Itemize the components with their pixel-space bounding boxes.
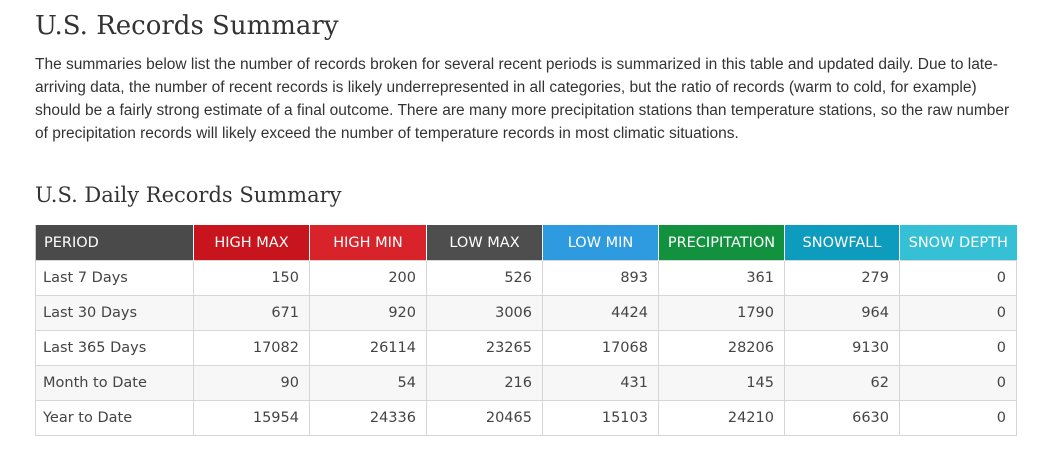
snowfall-cell: 62 xyxy=(784,365,900,401)
low-min-cell: 17068 xyxy=(542,330,659,366)
table-row: Year to Date 15954 24336 20465 15103 24210 663… xyxy=(35,400,1017,436)
table-row: Last 365 Days 17082 26114 23265 17068 28206 91… xyxy=(35,330,1017,366)
period-cell: Last 365 Days xyxy=(35,330,194,366)
low-max-cell: 3006 xyxy=(426,295,543,331)
column-header-high-min: HIGH MIN xyxy=(309,225,427,261)
precipitation-cell: 1790 xyxy=(658,295,785,331)
snow-depth-cell: 0 xyxy=(899,330,1017,366)
column-header-low-max: LOW MAX xyxy=(426,225,543,261)
low-min-cell: 431 xyxy=(542,365,659,401)
table-row: Last 7 Days 150 200 526 893 361 279 0 xyxy=(35,260,1017,296)
table-body: Last 7 Days 150 200 526 893 361 279 0 Last 30 Da… xyxy=(35,260,1017,436)
column-header-snow-depth: SNOW DEPTH xyxy=(899,225,1017,261)
snow-depth-cell: 0 xyxy=(899,260,1017,296)
daily-records-title: U.S. Daily Records Summary xyxy=(35,183,342,207)
snow-depth-cell: 0 xyxy=(899,400,1017,436)
precipitation-cell: 361 xyxy=(658,260,785,296)
period-cell: Last 7 Days xyxy=(35,260,194,296)
snowfall-cell: 6630 xyxy=(784,400,900,436)
table-row: Month to Date 90 54 216 431 145 62 0 xyxy=(35,365,1017,401)
high-max-cell: 150 xyxy=(193,260,310,296)
period-cell: Last 30 Days xyxy=(35,295,194,331)
period-cell: Year to Date xyxy=(35,400,194,436)
column-header-low-min: LOW MIN xyxy=(542,225,659,261)
high-min-cell: 54 xyxy=(309,365,427,401)
high-min-cell: 920 xyxy=(309,295,427,331)
low-max-cell: 20465 xyxy=(426,400,543,436)
low-max-cell: 23265 xyxy=(426,330,543,366)
column-header-period: PERIOD xyxy=(35,225,194,261)
daily-records-table: PERIOD HIGH MAX HIGH MIN LOW MAX LOW MIN PREC… xyxy=(35,225,1017,436)
precipitation-cell: 28206 xyxy=(658,330,785,366)
low-min-cell: 4424 xyxy=(542,295,659,331)
table-header-row: PERIOD HIGH MAX HIGH MIN LOW MAX LOW MIN PREC… xyxy=(35,225,1017,261)
low-max-cell: 526 xyxy=(426,260,543,296)
table-row: Last 30 Days 671 920 3006 4424 1790 964 0 xyxy=(35,295,1017,331)
high-min-cell: 26114 xyxy=(309,330,427,366)
high-max-cell: 671 xyxy=(193,295,310,331)
precipitation-cell: 145 xyxy=(658,365,785,401)
column-header-high-max: HIGH MAX xyxy=(193,225,310,261)
snowfall-cell: 9130 xyxy=(784,330,900,366)
snowfall-cell: 279 xyxy=(784,260,900,296)
precipitation-cell: 24210 xyxy=(658,400,785,436)
snowfall-cell: 964 xyxy=(784,295,900,331)
high-max-cell: 90 xyxy=(193,365,310,401)
column-header-snowfall: SNOWFALL xyxy=(784,225,900,261)
high-max-cell: 15954 xyxy=(193,400,310,436)
snow-depth-cell: 0 xyxy=(899,295,1017,331)
low-min-cell: 893 xyxy=(542,260,659,296)
period-cell: Month to Date xyxy=(35,365,194,401)
snow-depth-cell: 0 xyxy=(899,365,1017,401)
page-title: U.S. Records Summary xyxy=(35,11,339,41)
low-max-cell: 216 xyxy=(426,365,543,401)
low-min-cell: 15103 xyxy=(542,400,659,436)
intro-paragraph: The summaries below list the number of r… xyxy=(35,56,1010,142)
high-min-cell: 24336 xyxy=(309,400,427,436)
column-header-precipitation: PRECIPITATION xyxy=(658,225,785,261)
high-min-cell: 200 xyxy=(309,260,427,296)
high-max-cell: 17082 xyxy=(193,330,310,366)
